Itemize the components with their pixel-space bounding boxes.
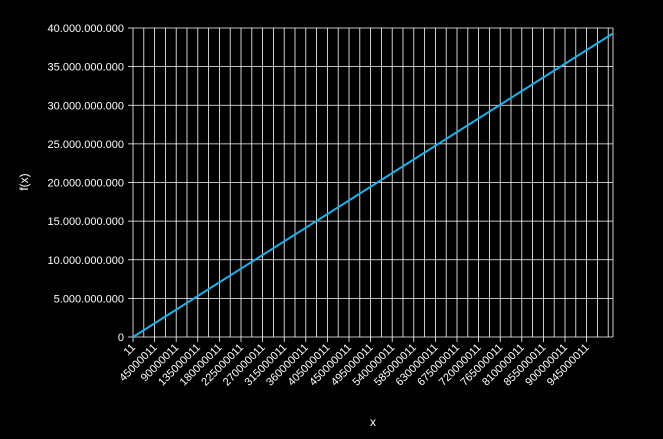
x-tick-label: 11 — [122, 342, 139, 359]
y-tick-label: 5.000.000.000 — [54, 293, 124, 305]
series-line-0 — [132, 32, 614, 338]
y-tick-label: 35.000.000.000 — [48, 62, 124, 74]
y-tick-label: 20.000.000.000 — [48, 178, 124, 190]
y-tick-label: 10.000.000.000 — [48, 255, 124, 267]
x-tick-labels: 1145000011900000111350000111800000112250… — [117, 342, 592, 389]
y-axis-label: f(x) — [17, 173, 31, 190]
series-group — [132, 32, 614, 338]
y-tick-label: 15.000.000.000 — [48, 216, 124, 228]
y-tick-label: 40.000.000.000 — [48, 23, 124, 35]
y-tick-label: 0 — [118, 332, 124, 344]
grid-lines — [128, 27, 614, 342]
y-tick-labels: 0 5.000.000.000 10.000.000.000 15.000.000.0… — [48, 23, 124, 344]
x-axis-label: x — [370, 415, 376, 429]
y-tick-label: 30.000.000.000 — [48, 100, 124, 112]
y-tick-label: 25.000.000.000 — [48, 139, 124, 151]
